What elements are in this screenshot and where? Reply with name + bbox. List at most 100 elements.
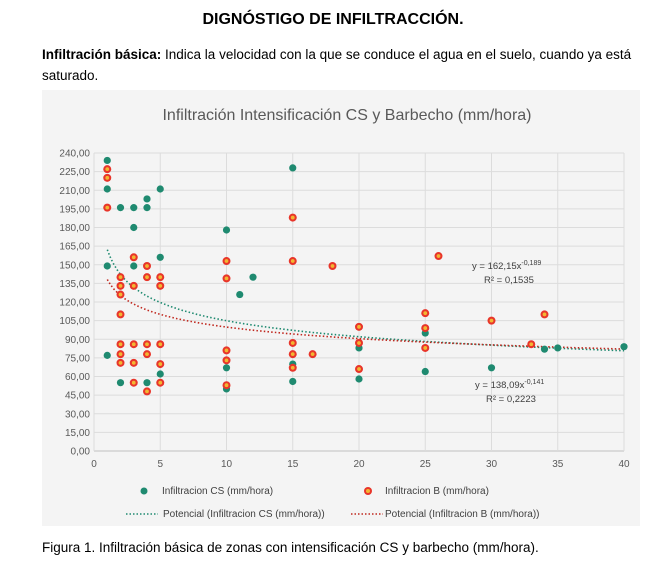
x-tick-label: 15 <box>287 459 299 470</box>
point-b-core <box>118 360 123 365</box>
point-cs <box>143 379 151 387</box>
point-b <box>116 310 125 319</box>
point-b-core <box>131 283 136 288</box>
y-tick-label: 105,00 <box>59 316 90 327</box>
point-b-core <box>224 276 229 281</box>
chart-title: Infiltración Intensificación CS y Barbec… <box>162 107 531 124</box>
point-b <box>288 213 297 222</box>
point-b-core <box>224 259 229 263</box>
x-tick-label: 20 <box>353 459 365 470</box>
legend-label-trend-b: Potencial (Infiltracion B (mm/hora)) <box>385 509 540 520</box>
point-b-core <box>131 380 136 385</box>
point-b-core <box>224 358 229 363</box>
point-b-core <box>158 275 163 280</box>
axis-ticks: 0,00 15,00 30,00 45,00 60,00 75,00 90,00 105,00… <box>59 149 630 471</box>
point-b-core <box>542 312 547 317</box>
y-tick-label: 135,00 <box>59 279 90 290</box>
point-b-core <box>118 283 123 288</box>
point-b <box>156 340 165 349</box>
point-b <box>355 322 363 331</box>
point-b-core <box>436 254 441 258</box>
point-b <box>222 381 231 390</box>
point-b-core <box>423 311 428 316</box>
legend-label-cs: Infiltracion CS (mm/hora) <box>162 486 273 497</box>
legend-label-trend-cs: Potencial (Infiltracion CS (mm/hora)) <box>163 509 325 520</box>
point-b <box>103 203 112 212</box>
y-tick-label: 120,00 <box>59 298 90 309</box>
trend-lines <box>106 249 625 352</box>
point-b-core <box>489 318 494 323</box>
y-tick-label: 0,00 <box>71 447 91 458</box>
point-cs <box>620 343 628 351</box>
y-tick-label: 225,00 <box>59 167 90 178</box>
point-b-core <box>529 342 534 347</box>
point-b <box>103 165 112 174</box>
x-tick-label: 0 <box>91 459 97 470</box>
point-b-core <box>224 348 229 353</box>
point-b-core <box>118 352 123 357</box>
point-cs <box>487 364 496 372</box>
point-cs <box>156 185 164 193</box>
x-tick-label: 30 <box>486 459 498 470</box>
point-b <box>116 281 125 290</box>
point-b <box>328 261 337 270</box>
point-b <box>222 356 231 365</box>
point-b-core <box>105 205 110 210</box>
point-b <box>288 363 297 372</box>
point-b-core <box>131 255 136 260</box>
point-cs <box>236 290 244 299</box>
chart-legend: Infiltracion CS (mm/hora) Infiltracion B… <box>126 486 540 520</box>
point-b <box>129 253 138 262</box>
equation-b-label: y = 138,09x-0,141 <box>475 379 544 391</box>
point-b <box>527 340 536 349</box>
point-cs <box>130 204 138 212</box>
point-b <box>288 350 297 359</box>
point-b-core <box>131 360 136 365</box>
point-b-core <box>118 312 123 317</box>
point-b <box>288 257 297 266</box>
point-b <box>143 340 151 349</box>
point-cs <box>222 226 231 234</box>
y-tick-label: 75,00 <box>65 353 90 364</box>
point-b <box>487 316 496 325</box>
point-b-core <box>290 352 295 357</box>
point-b-core <box>105 175 110 180</box>
point-cs <box>554 344 562 352</box>
intro-paragraph: Infiltración básica: Indica la velocidad… <box>42 44 642 86</box>
r2-cs-label: R² = 0,1535 <box>484 275 534 286</box>
point-b-core <box>290 365 295 370</box>
point-b-core <box>158 283 163 288</box>
intro-term: Infiltración básica: <box>42 47 162 62</box>
point-b-core <box>310 352 315 357</box>
point-b <box>129 281 138 290</box>
figure-caption: Figura 1. Infiltración básica de zonas c… <box>42 540 539 555</box>
point-b-core <box>423 346 428 350</box>
y-tick-label: 45,00 <box>65 391 90 402</box>
point-cs <box>289 377 297 386</box>
point-b-core <box>423 326 428 330</box>
point-b <box>540 310 549 319</box>
equation-cs-label: y = 162,15x-0,189 <box>472 260 541 272</box>
point-cs <box>289 164 297 172</box>
point-cs <box>249 273 257 281</box>
point-b-core <box>357 367 361 371</box>
legend-marker-b-core <box>366 489 370 493</box>
point-b-core <box>158 342 163 347</box>
point-b <box>116 358 125 367</box>
point-b <box>129 378 138 387</box>
chart-area: Infiltración Intensificación CS y Barbec… <box>42 90 640 526</box>
point-b-core <box>290 259 295 263</box>
point-b-core <box>224 383 229 388</box>
equation-cs: y = 162,15x-0,189 R² = 0,1535 <box>472 260 541 286</box>
point-b <box>434 252 443 261</box>
point-b <box>308 350 317 359</box>
point-b <box>288 338 297 347</box>
point-cs <box>540 345 549 353</box>
point-b <box>156 378 165 387</box>
x-tick-label: 25 <box>420 459 432 470</box>
point-b <box>156 273 165 282</box>
y-tick-label: 150,00 <box>59 260 90 271</box>
point-b-core <box>158 362 163 366</box>
legend-label-b: Infiltracion B (mm/hora) <box>385 486 489 497</box>
point-b-core <box>145 342 149 347</box>
